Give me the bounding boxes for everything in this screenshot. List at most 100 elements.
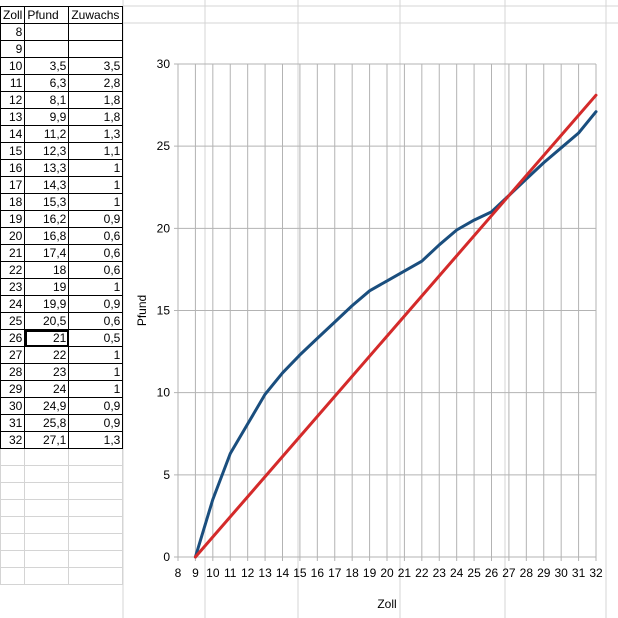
pfund-cell[interactable]: 11,2 xyxy=(24,125,70,143)
zuwachs-cell[interactable]: 1,3 xyxy=(68,431,124,449)
pfund-cell[interactable]: 15,3 xyxy=(24,193,70,211)
zuwachs-cell[interactable]: 1 xyxy=(68,346,124,364)
pfund-cell[interactable]: 12,3 xyxy=(24,142,70,160)
empty-cell[interactable] xyxy=(68,516,124,534)
empty-cell[interactable] xyxy=(24,465,70,483)
zoll-cell[interactable]: 28 xyxy=(0,363,26,381)
pfund-cell[interactable]: 27,1 xyxy=(24,431,70,449)
zuwachs-cell[interactable]: 1,3 xyxy=(68,125,124,143)
zuwachs-cell[interactable]: 1,1 xyxy=(68,142,124,160)
zuwachs-cell[interactable]: 1 xyxy=(68,159,124,177)
zoll-cell[interactable]: 19 xyxy=(0,210,26,228)
zuwachs-cell[interactable]: 0,6 xyxy=(68,227,124,245)
zoll-cell[interactable]: 30 xyxy=(0,397,26,415)
pfund-cell[interactable]: 16,2 xyxy=(24,210,70,228)
zoll-cell[interactable]: 22 xyxy=(0,261,26,279)
zuwachs-cell[interactable]: 1 xyxy=(68,278,124,296)
column-header-pfund[interactable]: Pfund xyxy=(24,6,70,24)
pfund-cell[interactable]: 22 xyxy=(24,346,70,364)
zoll-cell[interactable]: 25 xyxy=(0,312,26,330)
zoll-cell[interactable]: 23 xyxy=(0,278,26,296)
pfund-cell[interactable]: 9,9 xyxy=(24,108,70,126)
empty-cell[interactable] xyxy=(0,533,26,551)
pfund-cell[interactable]: 24 xyxy=(24,380,70,398)
pfund-cell[interactable]: 19,9 xyxy=(24,295,70,313)
empty-cell[interactable] xyxy=(24,550,70,568)
column-header-zuwachs[interactable]: Zuwachs xyxy=(68,6,124,24)
zoll-cell[interactable]: 32 xyxy=(0,431,26,449)
empty-cell[interactable] xyxy=(68,482,124,500)
pfund-cell[interactable]: 23 xyxy=(24,363,70,381)
zuwachs-cell[interactable] xyxy=(68,40,124,58)
zoll-cell[interactable]: 17 xyxy=(0,176,26,194)
empty-cell[interactable] xyxy=(24,516,70,534)
zoll-cell[interactable]: 15 xyxy=(0,142,26,160)
pfund-cell[interactable] xyxy=(24,23,70,41)
zuwachs-cell[interactable]: 0,9 xyxy=(68,210,124,228)
empty-cell[interactable] xyxy=(24,482,70,500)
pfund-cell[interactable] xyxy=(24,40,70,58)
zoll-cell[interactable]: 9 xyxy=(0,40,26,58)
zuwachs-cell[interactable]: 1,8 xyxy=(68,108,124,126)
zuwachs-cell[interactable]: 0,6 xyxy=(68,261,124,279)
spreadsheet-table[interactable]: Zoll Pfund Zuwachs 8 9 10 3,5 3,5 11 6,3 2,8 12 8… xyxy=(0,6,124,585)
zoll-cell[interactable]: 16 xyxy=(0,159,26,177)
pfund-cell[interactable]: 8,1 xyxy=(24,91,70,109)
zuwachs-cell[interactable]: 0,6 xyxy=(68,312,124,330)
empty-cell[interactable] xyxy=(68,499,124,517)
pfund-cell[interactable]: 13,3 xyxy=(24,159,70,177)
pfund-cell[interactable]: 24,9 xyxy=(24,397,70,415)
zoll-cell[interactable]: 21 xyxy=(0,244,26,262)
zoll-cell[interactable]: 14 xyxy=(0,125,26,143)
empty-cell[interactable] xyxy=(0,567,26,585)
zuwachs-cell[interactable]: 1 xyxy=(68,380,124,398)
empty-cell[interactable] xyxy=(68,550,124,568)
zoll-cell[interactable]: 29 xyxy=(0,380,26,398)
zuwachs-cell[interactable]: 0,9 xyxy=(68,397,124,415)
zuwachs-cell[interactable]: 1 xyxy=(68,193,124,211)
pfund-cell[interactable]: 20,5 xyxy=(24,312,70,330)
zoll-cell[interactable]: 27 xyxy=(0,346,26,364)
pfund-cell[interactable]: 6,3 xyxy=(24,74,70,92)
empty-cell[interactable] xyxy=(24,567,70,585)
zoll-cell[interactable]: 20 xyxy=(0,227,26,245)
line-chart[interactable]: 8 9 10 11 12 13 14 15 16 17 18 19 20 21 22 23 24 25 26 27 28… xyxy=(136,30,618,618)
empty-cell[interactable] xyxy=(68,465,124,483)
empty-cell[interactable] xyxy=(0,448,26,466)
zuwachs-cell[interactable]: 1 xyxy=(68,176,124,194)
pfund-cell[interactable]: 25,8 xyxy=(24,414,70,432)
empty-cell[interactable] xyxy=(68,567,124,585)
zuwachs-cell[interactable]: 2,8 xyxy=(68,74,124,92)
pfund-cell[interactable]: 14,3 xyxy=(24,176,70,194)
zuwachs-cell[interactable]: 1,8 xyxy=(68,91,124,109)
empty-cell[interactable] xyxy=(0,482,26,500)
fill-handle[interactable] xyxy=(67,345,68,346)
pfund-cell[interactable]: 16,8 xyxy=(24,227,70,245)
empty-cell[interactable] xyxy=(24,448,70,466)
zoll-cell[interactable]: 18 xyxy=(0,193,26,211)
pfund-cell[interactable]: 18 xyxy=(24,261,70,279)
zuwachs-cell[interactable]: 0,9 xyxy=(68,295,124,313)
zuwachs-cell[interactable]: 3,5 xyxy=(68,57,124,75)
zoll-cell[interactable]: 12 xyxy=(0,91,26,109)
pfund-cell[interactable]: 17,4 xyxy=(24,244,70,262)
empty-cell[interactable] xyxy=(0,465,26,483)
zoll-cell[interactable]: 11 xyxy=(0,74,26,92)
zuwachs-cell[interactable]: 0,5 xyxy=(68,329,124,347)
zuwachs-cell[interactable]: 0,9 xyxy=(68,414,124,432)
column-header-zoll[interactable]: Zoll xyxy=(0,6,26,24)
empty-cell[interactable] xyxy=(24,499,70,517)
empty-cell[interactable] xyxy=(68,448,124,466)
zoll-cell[interactable]: 13 xyxy=(0,108,26,126)
selected-cell[interactable]: 21 xyxy=(24,329,70,347)
empty-cell[interactable] xyxy=(0,516,26,534)
zoll-cell[interactable]: 26 xyxy=(0,329,26,347)
pfund-cell[interactable]: 3,5 xyxy=(24,57,70,75)
empty-cell[interactable] xyxy=(68,533,124,551)
zuwachs-cell[interactable] xyxy=(68,23,124,41)
zuwachs-cell[interactable]: 1 xyxy=(68,363,124,381)
pfund-cell[interactable]: 19 xyxy=(24,278,70,296)
zoll-cell[interactable]: 10 xyxy=(0,57,26,75)
zoll-cell[interactable]: 24 xyxy=(0,295,26,313)
empty-cell[interactable] xyxy=(0,550,26,568)
